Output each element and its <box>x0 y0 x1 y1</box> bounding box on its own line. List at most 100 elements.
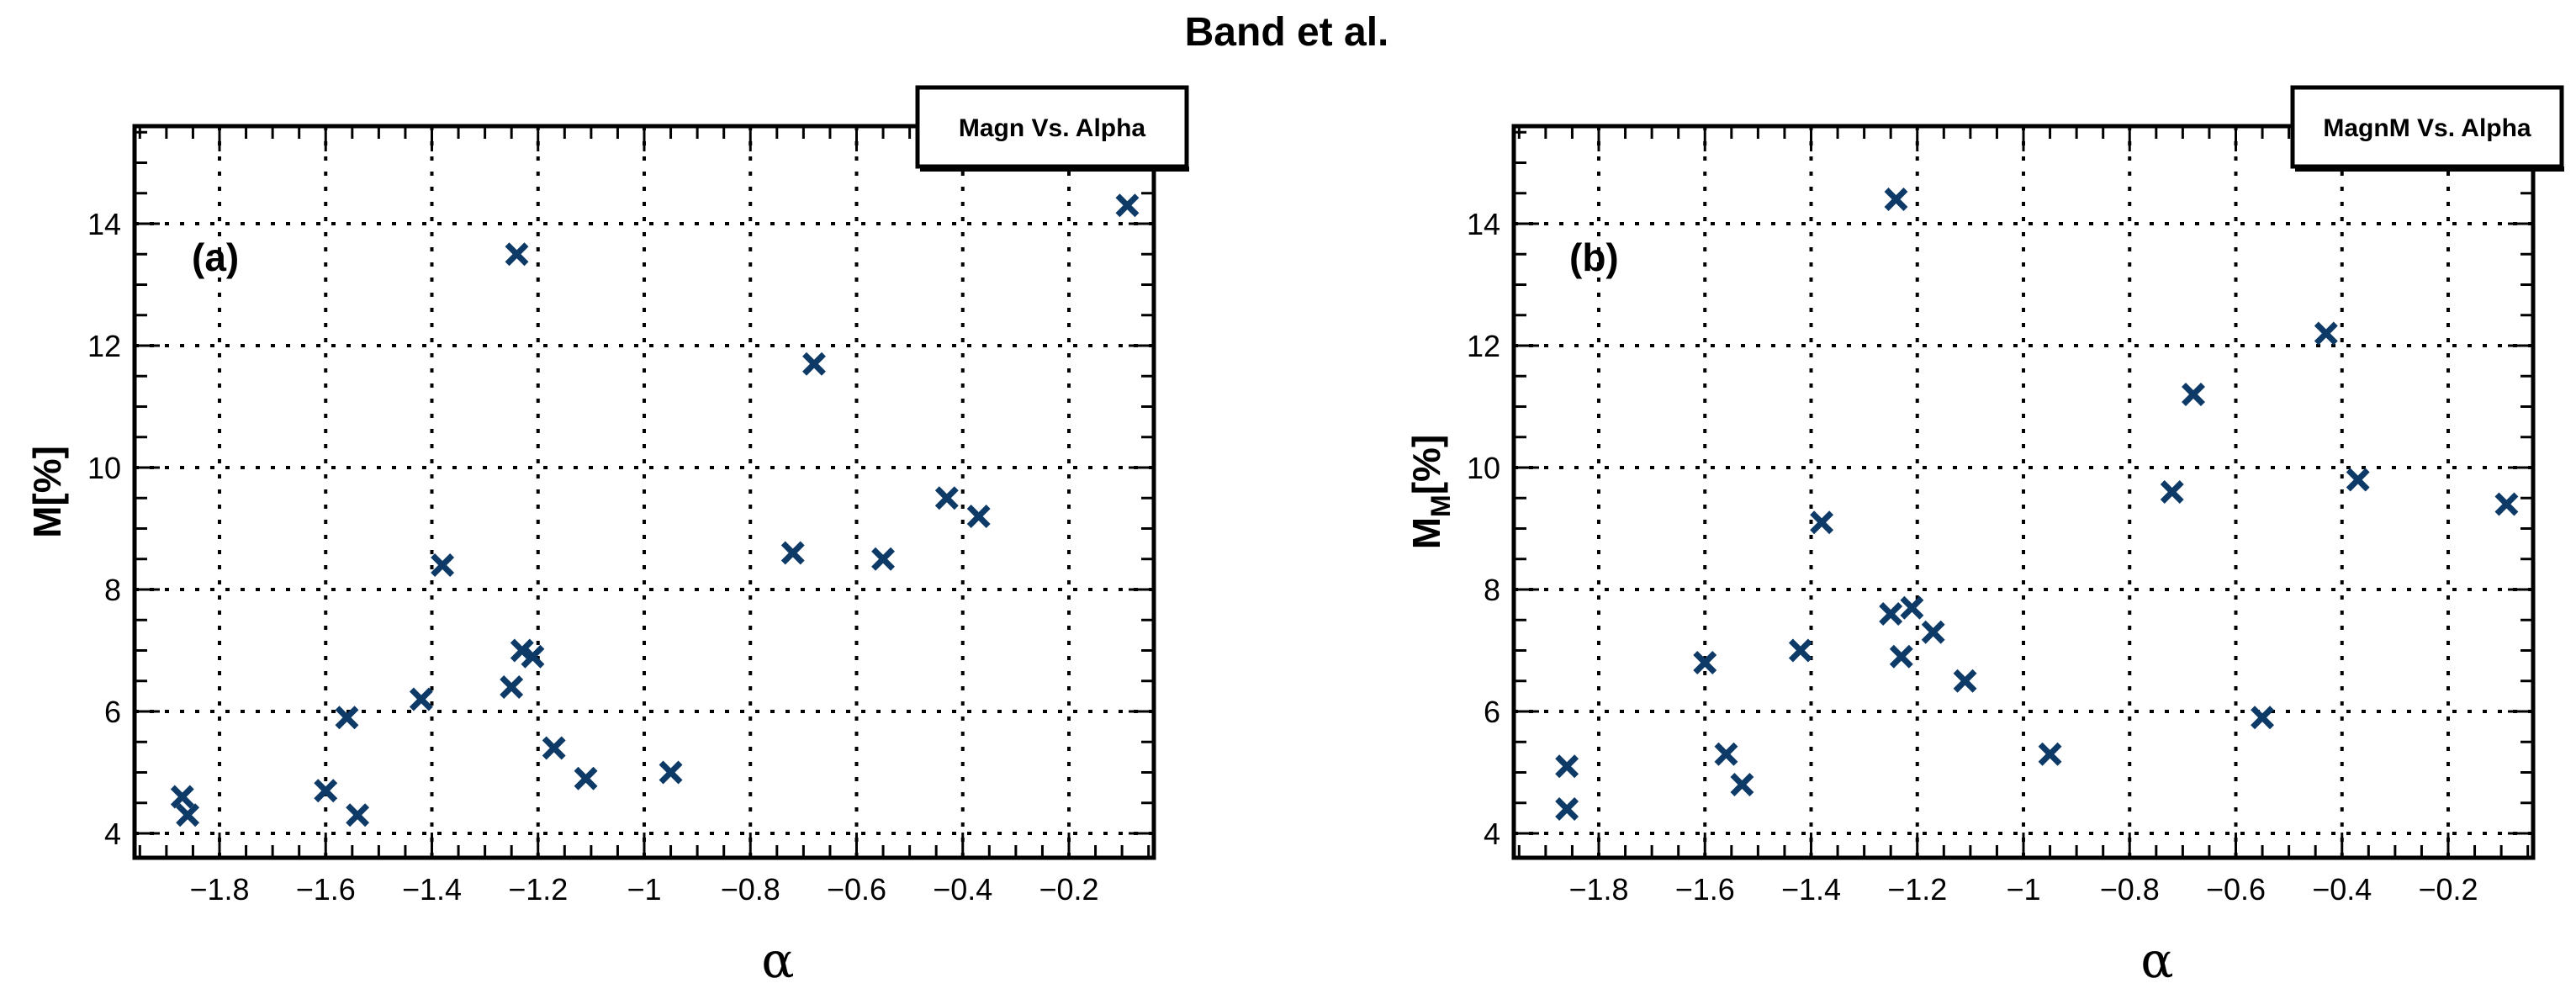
legend-box <box>915 85 1189 169</box>
data-point <box>1879 602 1903 626</box>
figure-title: Band et al. <box>1185 10 1389 55</box>
x-tick-label: −1.2 <box>508 872 568 907</box>
data-point <box>542 736 566 760</box>
data-point-stroke <box>802 352 826 376</box>
data-point-stroke <box>1810 510 1834 535</box>
data-point <box>409 687 433 711</box>
y-tick-label: 6 <box>104 695 121 729</box>
x-axis-label: α <box>2140 932 2173 989</box>
data-point <box>1900 595 1924 620</box>
data-point <box>335 706 359 730</box>
y-tick-label: 12 <box>1467 329 1500 363</box>
y-axis-label-main: M <box>1404 517 1448 549</box>
data-point <box>2182 383 2205 406</box>
data-point-stroke <box>1693 651 1717 674</box>
data-point-stroke <box>1879 602 1903 626</box>
y-axis-label-unit: [%] <box>1404 435 1448 495</box>
data-point-stroke <box>2346 468 2370 492</box>
data-point <box>170 785 194 809</box>
data-point-stroke <box>2494 492 2519 516</box>
data-point-stroke <box>1730 773 1754 796</box>
data-point-stroke <box>2251 706 2275 730</box>
data-point-stroke <box>574 766 598 790</box>
data-point <box>2314 321 2338 346</box>
x-tick-label: −0.4 <box>933 872 992 907</box>
x-tick-label: −0.8 <box>721 872 780 907</box>
x-tick-label: −0.8 <box>2100 872 2160 907</box>
data-point-stroke <box>1889 644 1913 669</box>
data-point-stroke <box>542 736 566 760</box>
data-point <box>2494 492 2519 516</box>
x-tick-label: −0.2 <box>1039 872 1098 907</box>
y-axis-label-main: M[%] <box>25 446 69 538</box>
y-tick-label: 14 <box>87 207 121 241</box>
data-point <box>574 766 598 790</box>
data-point <box>1693 651 1717 674</box>
x-tick-label: −1.8 <box>189 872 249 907</box>
y-tick-label: 4 <box>104 817 121 851</box>
legend-label: MagnM Vs. Alpha <box>2323 114 2531 142</box>
data-point <box>659 760 683 785</box>
x-tick-label: −0.4 <box>2312 872 2372 907</box>
data-point <box>1788 638 1812 663</box>
data-point <box>934 486 959 510</box>
data-point-stroke <box>2038 742 2062 766</box>
y-tick-label: 4 <box>1484 817 1500 851</box>
data-point-stroke <box>934 486 959 510</box>
y-axis-label: M[%] <box>25 446 69 538</box>
panel-label: (b) <box>1569 235 1619 279</box>
data-point <box>2346 468 2370 492</box>
data-point-stroke <box>170 785 194 809</box>
data-point-stroke <box>1714 742 1738 766</box>
data-point-stroke <box>1788 638 1812 663</box>
x-tick-label: −1.4 <box>1781 872 1841 907</box>
legend-shadow <box>920 167 1189 172</box>
data-point <box>802 352 826 376</box>
legend-box <box>2290 85 2564 169</box>
y-tick-label: 10 <box>1467 451 1500 485</box>
data-point <box>521 644 545 669</box>
data-point <box>1921 620 1945 644</box>
data-point <box>1884 188 1908 211</box>
y-axis-label-subscript: M <box>1426 494 1456 517</box>
y-tick-label: 8 <box>104 573 121 607</box>
data-point <box>314 779 338 803</box>
x-tick-label: −1.6 <box>296 872 356 907</box>
legend-label: Magn Vs. Alpha <box>959 114 1146 142</box>
x-tick-label: −0.6 <box>2206 872 2266 907</box>
legend-shadow <box>2295 167 2564 172</box>
data-point <box>346 803 370 827</box>
data-point <box>1555 797 1579 821</box>
x-tick-label: −0.6 <box>827 872 886 907</box>
data-point-stroke <box>1884 188 1908 211</box>
data-point-stroke <box>409 687 433 711</box>
data-point-stroke <box>505 242 529 267</box>
data-point-stroke <box>1953 669 1977 693</box>
data-point <box>1889 644 1913 669</box>
x-tick-label: −1.4 <box>402 872 462 907</box>
data-point-stroke <box>335 706 359 730</box>
chart-panel-a: −1.8 −1.6 −1.4 −1.2 −1 −0.8 −0.6 −0.4 −0.2 4 6 8 10 1… <box>25 85 1189 989</box>
y-tick-label: 10 <box>87 451 121 485</box>
data-point <box>505 242 529 267</box>
y-tick-label: 12 <box>87 329 121 363</box>
x-tick-label: −1.6 <box>1675 872 1735 907</box>
legend: MagnM Vs. Alpha <box>2290 85 2564 172</box>
data-point-stroke <box>1921 620 1945 644</box>
data-point <box>176 803 200 827</box>
x-tick-label: −1 <box>627 872 661 907</box>
data-point-stroke <box>2314 321 2338 346</box>
data-point-stroke <box>521 644 545 669</box>
data-point-stroke <box>1115 193 1140 218</box>
data-point-stroke <box>871 547 896 571</box>
data-point-stroke <box>1900 595 1924 620</box>
data-point-stroke <box>1555 797 1579 821</box>
y-tick-label: 6 <box>1484 695 1500 729</box>
plot-frame <box>1511 124 2536 860</box>
chart-panel-b: −1.8 −1.6 −1.4 −1.2 −1 −0.8 −0.6 −0.4 −0.2 4 6 8 10 1… <box>1404 85 2564 989</box>
x-tick-label: −1 <box>2006 872 2040 907</box>
x-tick-label: −1.8 <box>1568 872 1628 907</box>
data-point-stroke <box>346 803 370 827</box>
data-point-stroke <box>966 505 991 528</box>
